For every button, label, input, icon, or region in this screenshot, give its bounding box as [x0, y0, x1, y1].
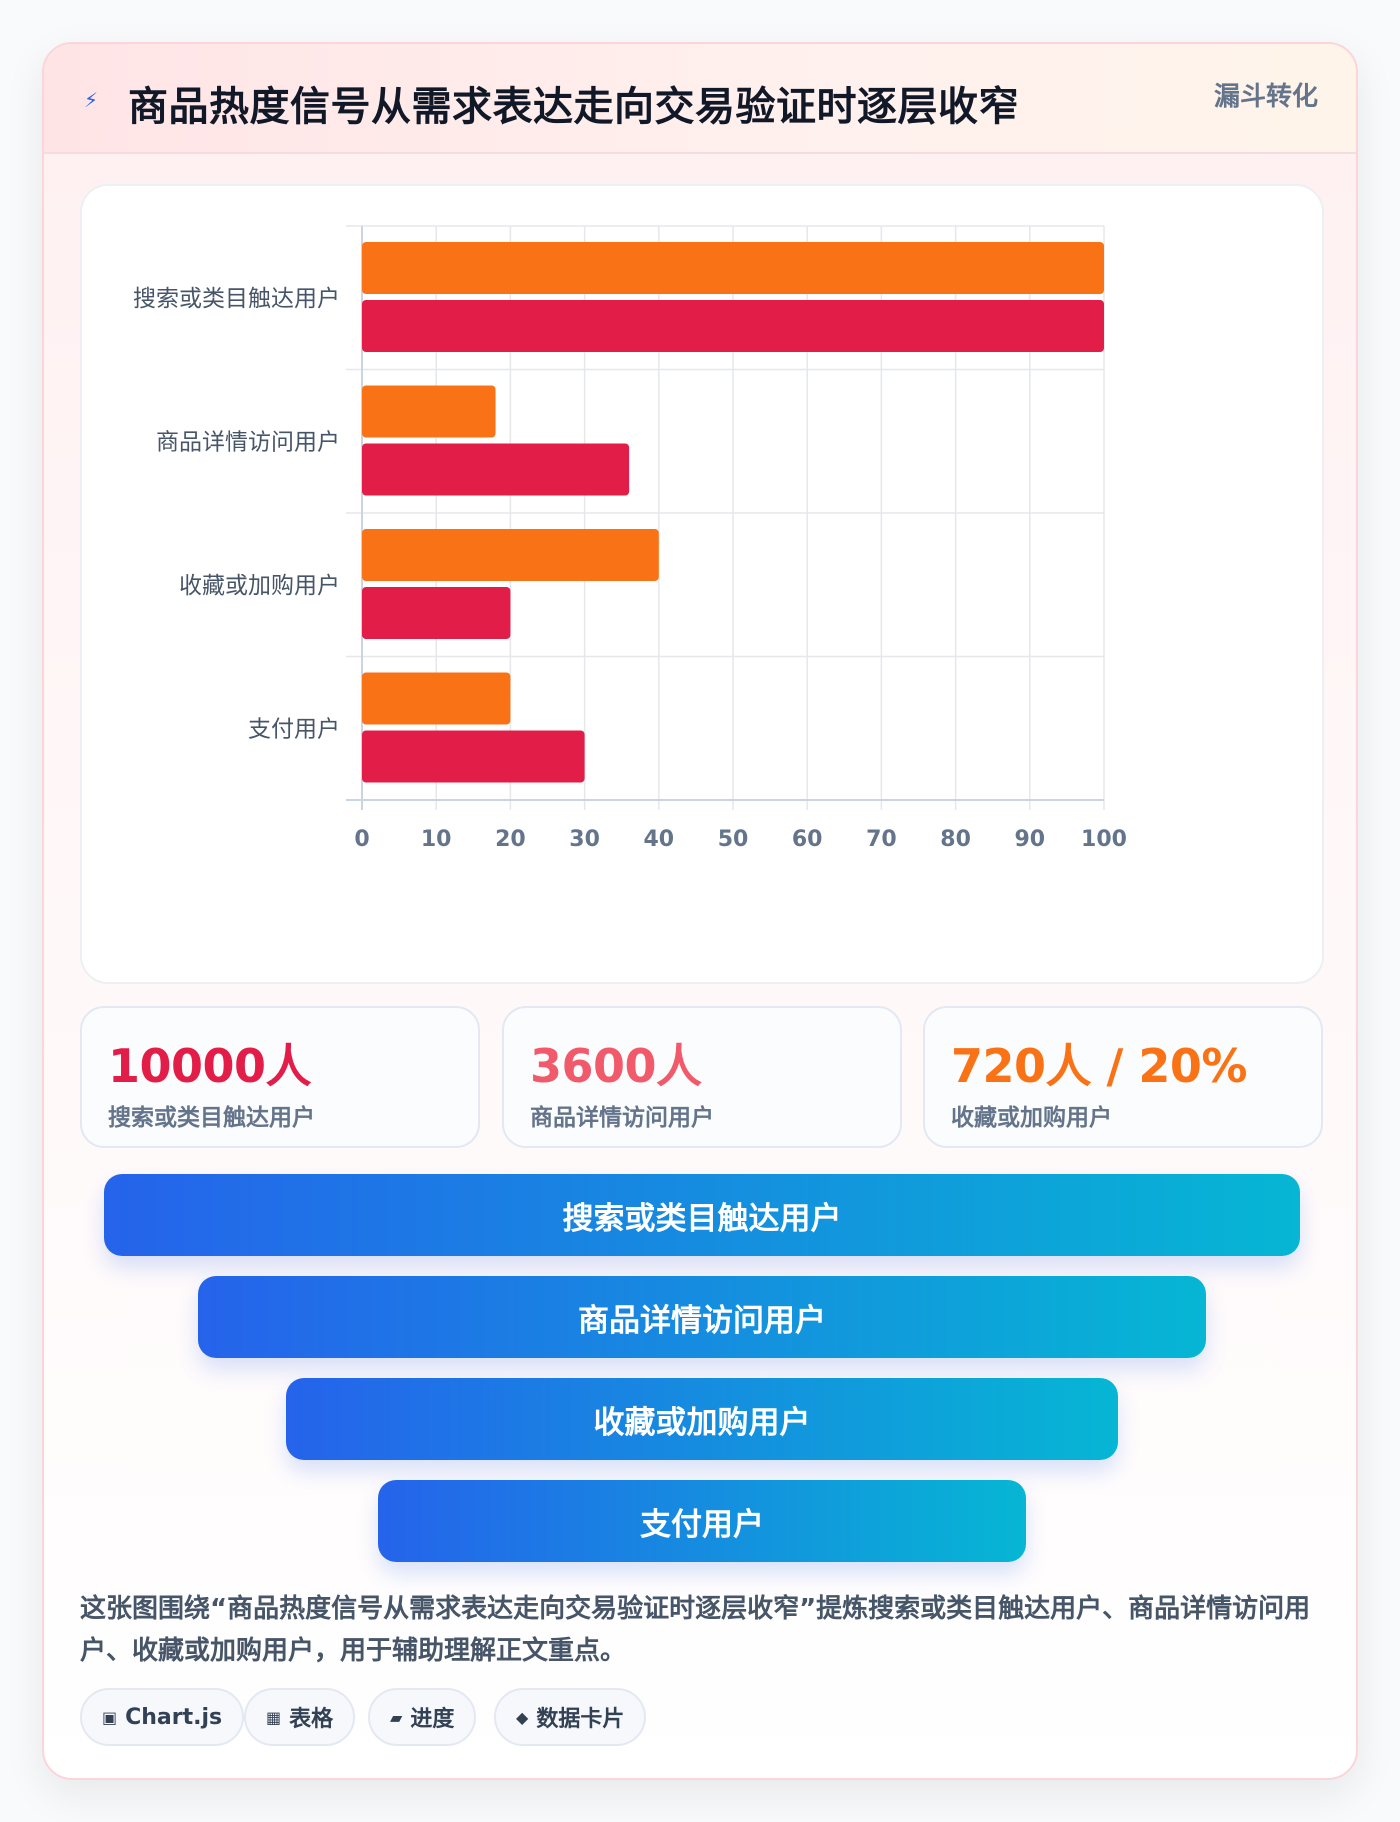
bar-orange [362, 242, 1104, 294]
bar-crimson [362, 443, 630, 496]
table-icon: ▦ [266, 1707, 282, 1727]
kpi-card-reach: 10000人 搜索或类目触达用户 [80, 1006, 480, 1148]
x-tick-label: 10 [421, 827, 452, 852]
bar-chart: 0 10 20 30 40 50 60 70 80 90 100 搜索或类目触达用户商品详情访问用户收… [133, 225, 1127, 852]
chip-chartjs[interactable]: ▣ Chart.js [80, 1688, 245, 1746]
chip-label: Chart.js [125, 1704, 223, 1730]
x-tick-label: 40 [643, 827, 674, 852]
x-tick-label: 0 [354, 827, 369, 852]
kpi-value: 10000人 [108, 1039, 312, 1093]
kpi-label: 收藏或加购用户 [951, 1105, 1112, 1131]
chip-table[interactable]: ▦ 表格 [244, 1688, 356, 1746]
chip-data-card[interactable]: ◆ 数据卡片 [494, 1688, 647, 1746]
funnel-step-cart: 收藏或加购用户 [286, 1378, 1118, 1460]
bar-orange [362, 385, 496, 438]
bar-orange [362, 529, 659, 581]
kpi-card-detail: 3600人 商品详情访问用户 [502, 1006, 902, 1148]
diamond-icon: ◆ [516, 1707, 529, 1727]
kpi-value: 3600人 [530, 1039, 702, 1093]
kpi-card-cart: 720人 / 20% 收藏或加购用户 [923, 1006, 1323, 1148]
bar-crimson [362, 300, 1104, 352]
x-tick-label: 80 [940, 827, 971, 852]
chip-label: 进度 [410, 1707, 455, 1732]
page-title: 商品热度信号从需求表达走向交易验证时逐层收窄 [128, 84, 1019, 130]
chart-panel: 0 10 20 30 40 50 60 70 80 90 100 搜索或类目触达用户商品详情访问用户收… [80, 184, 1324, 984]
card-header: ⚡ 商品热度信号从需求表达走向交易验证时逐层收窄 漏斗转化 [44, 44, 1356, 154]
chart-description: 这张图围绕“商品热度信号从需求表达走向交易验证时逐层收窄”提炼搜索或类目触达用户… [80, 1594, 1311, 1666]
y-category-label: 搜索或类目触达用户 [133, 286, 340, 312]
kpi-value: 720人 / 20% [951, 1039, 1247, 1093]
chart-icon: ▣ [102, 1707, 118, 1727]
bar-crimson [362, 587, 511, 639]
y-category-label: 支付用户 [248, 716, 340, 742]
chip-label: 数据卡片 [536, 1707, 625, 1732]
funnel-step-pay: 支付用户 [378, 1480, 1026, 1562]
lightning-icon: ⚡ [84, 88, 99, 112]
x-tick-label: 90 [1014, 827, 1045, 852]
main-card: ⚡ 商品热度信号从需求表达走向交易验证时逐层收窄 漏斗转化 0 10 20 30 40 5… [42, 42, 1358, 1780]
chip-label: 表格 [289, 1707, 334, 1732]
funnel-step-reach: 搜索或类目触达用户 [104, 1174, 1300, 1256]
x-tick-label: 60 [792, 827, 823, 852]
chip-progress[interactable]: ▰ 进度 [368, 1688, 477, 1746]
progress-icon: ▰ [390, 1707, 403, 1727]
category-tag: 漏斗转化 [1213, 82, 1318, 112]
x-tick-label: 50 [718, 827, 749, 852]
kpi-label: 商品详情访问用户 [530, 1105, 714, 1131]
y-category-label: 商品详情访问用户 [156, 429, 340, 455]
x-tick-label: 100 [1081, 827, 1127, 852]
x-tick-label: 20 [495, 827, 526, 852]
funnel-step-detail: 商品详情访问用户 [198, 1276, 1206, 1358]
bar-crimson [362, 730, 585, 783]
kpi-label: 搜索或类目触达用户 [108, 1105, 315, 1131]
x-tick-label: 70 [866, 827, 897, 852]
bar-orange [362, 672, 511, 725]
x-tick-label: 30 [569, 827, 600, 852]
y-category-label: 收藏或加购用户 [179, 573, 340, 599]
